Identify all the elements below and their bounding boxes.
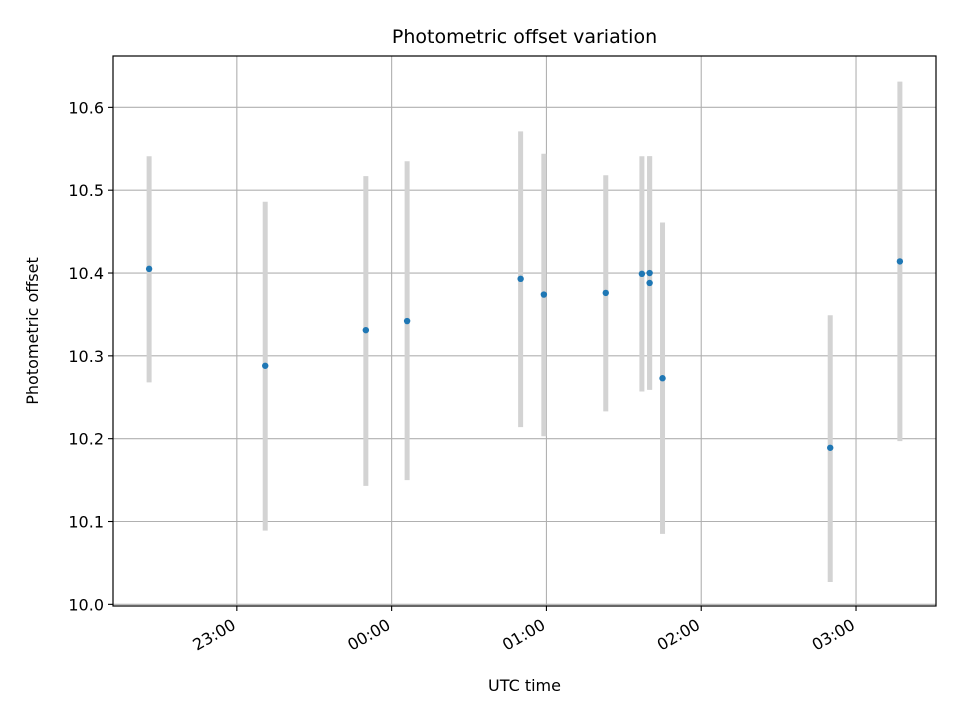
data-point [638,270,646,278]
data-point [262,362,269,369]
data-point [362,326,370,334]
y-tick-label: 10.4 [68,264,104,283]
y-tick-label: 10.1 [68,513,104,532]
y-tick-label: 10.5 [68,181,104,200]
y-tick-label: 10.2 [68,430,104,449]
data-point [517,275,524,283]
data-point [896,258,904,265]
grid [113,56,936,606]
data-point [145,265,153,273]
y-tick-label: 10.0 [68,595,104,614]
chart-title: Photometric offset variation [392,26,657,48]
plot-frame [112,55,937,607]
y-tick-label: 10.3 [68,347,104,366]
y-axis-ticks: 10.0 10.1 10.2 10.3 10.4 10.5 10.6 [68,98,113,614]
data-point [646,279,653,287]
data-point [602,289,609,297]
data-point [659,375,666,382]
data-point [827,444,834,451]
data-points [145,258,904,451]
x-axis-label: UTC time [488,676,561,695]
y-axis-label: Photometric offset [23,257,42,405]
y-tick-label: 10.6 [68,98,104,117]
data-point [403,317,411,325]
data-point [540,291,548,298]
data-point [646,269,653,277]
